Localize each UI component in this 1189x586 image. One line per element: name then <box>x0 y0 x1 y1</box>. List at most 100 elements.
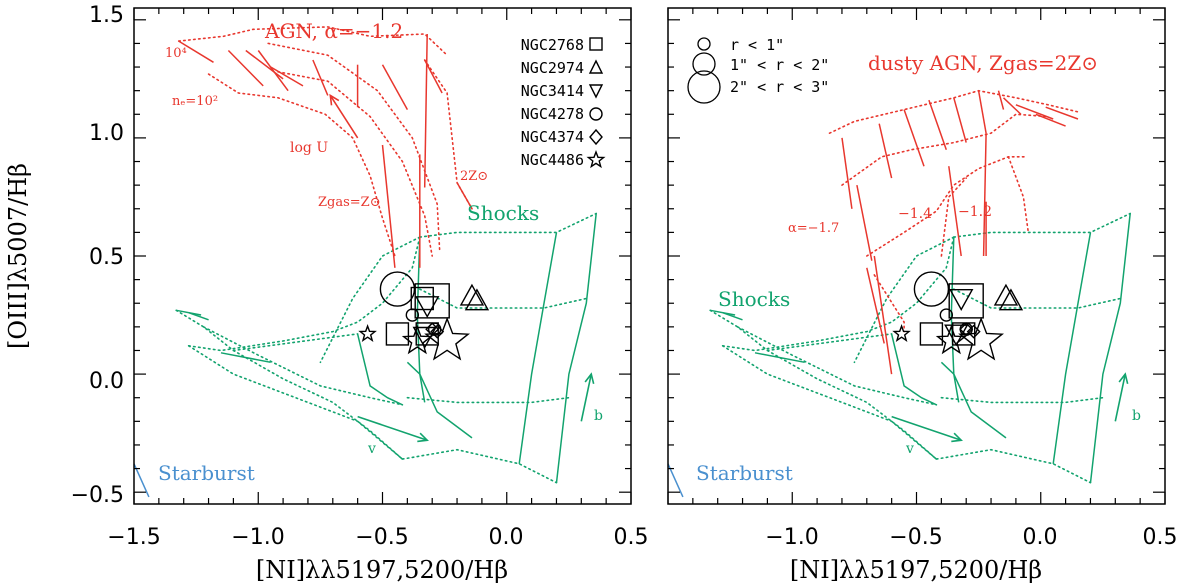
shock-grid-dotted <box>721 344 938 460</box>
agn-grid-solid <box>456 182 473 210</box>
right-xtick-label: −0.5 <box>889 525 942 550</box>
agn-grid-solid <box>903 109 925 167</box>
right-data-points <box>892 271 1024 361</box>
data-point-square <box>948 283 984 319</box>
agn-grid-solid <box>245 49 284 80</box>
legend-entry: NGC4278 <box>521 105 584 123</box>
shock-grid-dotted <box>736 326 938 406</box>
agn-grid-solid <box>977 90 987 134</box>
agn-grid-dotted <box>207 73 396 257</box>
data-point-star <box>892 324 911 342</box>
alpha14-label: −1.4 <box>898 206 932 222</box>
left-ytick-label: 0.5 <box>89 245 124 270</box>
shock-arrow <box>580 372 595 422</box>
legend-diamond-icon <box>589 128 603 146</box>
shock-grid-dotted <box>418 212 598 238</box>
left-xtick-label: 0.5 <box>614 525 649 550</box>
legend-entry: 2" < r < 3" <box>730 78 829 96</box>
shock-grid-dotted <box>175 309 404 460</box>
agn-grid-solid <box>257 50 289 92</box>
shock-b-label: b <box>1132 408 1141 424</box>
shock-v-label: v <box>905 441 914 457</box>
left-panel: −1.5 −1.0 −0.5 0.0 0.5 −0.5 0.0 0.5 1.0 … <box>4 3 649 584</box>
starburst-line <box>133 463 150 498</box>
legend-medium-circle-icon <box>692 52 716 76</box>
logu-label: log U <box>290 140 328 156</box>
data-point-star <box>401 324 433 355</box>
left-xtick-label: −0.5 <box>355 525 408 550</box>
agn-grid-solid <box>866 267 885 344</box>
data-point-square <box>385 322 410 346</box>
agn-grid-dotted <box>177 26 448 57</box>
left-xtick-label: −1.5 <box>107 525 160 550</box>
agn-grid-dotted <box>423 59 473 210</box>
alpha17-label: α=−1.7 <box>788 221 839 236</box>
data-point-triangle-up <box>998 288 1024 311</box>
shock-grid-dotted <box>952 212 1131 238</box>
agn-grid-solid <box>312 59 329 96</box>
agn-grid-dotted <box>267 42 441 253</box>
data-point-circle <box>379 271 416 307</box>
agn-grid-dotted <box>940 177 968 257</box>
shock-arrow-shaft <box>580 373 593 422</box>
agn-grid-dotted <box>873 274 905 333</box>
data-point-circle <box>939 308 954 322</box>
agn-grid-solid <box>178 40 214 63</box>
data-point-circle <box>405 308 420 322</box>
shock-grid-dotted <box>232 333 359 352</box>
data-point-star <box>935 324 967 355</box>
agn-grid-solid <box>1002 97 1022 115</box>
shock-grid-dotted <box>187 344 404 460</box>
shock-grid-dotted <box>853 236 955 364</box>
legend-star-icon <box>586 150 606 169</box>
left-x-axis-title: [NI]λλ5197,5200/Hβ <box>256 556 508 584</box>
logu-arrow-head <box>329 93 340 106</box>
shock-arrow <box>357 415 429 443</box>
agn-grid-solid <box>997 90 1005 110</box>
shock-grid-dotted <box>187 236 421 352</box>
agn-title: AGN, α=−1.2 <box>264 19 403 43</box>
shock-grid-solid <box>176 309 202 316</box>
agn-grid-solid <box>1015 104 1054 120</box>
legend-square-icon <box>589 37 603 51</box>
agn-grid-dotted <box>277 71 434 257</box>
starburst-label: Starburst <box>696 461 793 485</box>
legend-small-circle-icon <box>697 37 711 51</box>
zsun-label: Zgas=Z⊙ <box>318 195 381 210</box>
alpha12-label: −1.2 <box>958 204 992 220</box>
shock-arrow-head <box>951 432 963 443</box>
agn-grid-solid <box>841 137 853 209</box>
legend-circle-icon <box>589 107 603 121</box>
shock-b-label: b <box>594 408 603 424</box>
shock-grid-solid <box>188 311 209 321</box>
legend-entry: NGC2768 <box>521 36 584 54</box>
left-model-grids <box>133 26 598 498</box>
legend-entry: NGC4374 <box>521 128 584 146</box>
ne4-label: 10⁴ <box>165 46 187 61</box>
agn-grid-dotted <box>841 113 1049 186</box>
shock-grid-solid <box>754 352 805 364</box>
left-ytick-label: −0.5 <box>71 483 124 508</box>
shock-grid-dotted <box>935 448 1092 484</box>
agn-grid-dotted <box>1007 156 1030 234</box>
starburst-line <box>667 463 684 498</box>
agn-grid-solid <box>878 123 893 179</box>
data-point-square <box>414 283 450 319</box>
agn-grid-solid <box>953 97 967 143</box>
galaxy-legend: NGC2768 NGC2974 NGC3414 NGC4278 NGC4374 … <box>521 36 606 169</box>
shock-arrow-head <box>417 432 429 443</box>
shock-grid-dotted <box>202 326 404 406</box>
shock-grid-dotted <box>721 236 955 352</box>
data-point-circle <box>959 322 973 336</box>
data-point-star <box>358 324 377 342</box>
shock-arrow-shaft <box>891 415 962 441</box>
shock-grid-dotted <box>766 333 893 352</box>
shock-grid-solid <box>722 311 743 321</box>
shock-grid-solid <box>220 352 271 364</box>
shock-grid-dotted <box>319 236 421 364</box>
shock-grid-solid <box>555 213 597 483</box>
shock-grid-solid <box>710 309 736 316</box>
shock-grid-dotted <box>418 288 588 309</box>
right-xtick-label: 0.5 <box>1143 525 1178 550</box>
legend-entry: NGC2974 <box>521 59 584 77</box>
